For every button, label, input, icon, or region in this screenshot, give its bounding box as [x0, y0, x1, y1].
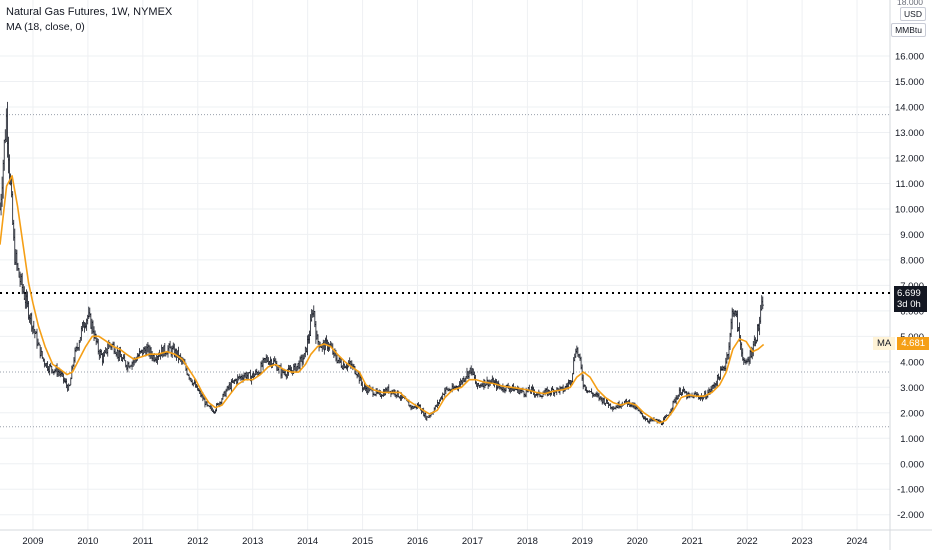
y-tick-label: -2.000 — [897, 510, 924, 521]
y-tick-label: 4.000 — [900, 357, 924, 368]
symbol-title[interactable]: Natural Gas Futures, 1W, NYMEX — [6, 6, 173, 18]
y-tick-label: 8.000 — [900, 255, 924, 266]
unit-button[interactable]: MMBtu — [891, 23, 926, 37]
y-tick-label: 13.000 — [895, 128, 924, 139]
y-tick-label: -1.000 — [897, 485, 924, 496]
y-tick-label: 15.000 — [895, 77, 924, 88]
y-tick-label: 1.000 — [900, 434, 924, 445]
y-tick-label: 10.000 — [895, 204, 924, 215]
x-tick-label: 2024 — [846, 536, 867, 547]
x-tick-label: 2016 — [407, 536, 428, 547]
last-price-value: 6.699 — [897, 288, 921, 300]
x-tick-label: 2017 — [462, 536, 483, 547]
bar-countdown: 3d 0h — [897, 299, 921, 311]
ma-badge: MA 4.681 — [873, 337, 930, 351]
x-tick-label: 2020 — [627, 536, 648, 547]
chart-legend: Natural Gas Futures, 1W, NYMEX MA (18, c… — [6, 5, 172, 35]
x-tick-label: 2018 — [517, 536, 538, 547]
x-tick-label: 2021 — [682, 536, 703, 547]
y-tick-label: 14.000 — [895, 103, 924, 114]
x-tick-label: 2022 — [737, 536, 758, 547]
x-tick-label: 2011 — [133, 536, 153, 547]
x-tick-label: 2014 — [297, 536, 318, 547]
y-tick-label: 5.000 — [900, 332, 924, 343]
ma-badge-value: 4.681 — [897, 337, 930, 351]
y-tick-label: 11.000 — [896, 179, 924, 190]
y-tick-label: 9.000 — [900, 230, 924, 241]
y-tick-label: 16.000 — [895, 52, 924, 63]
y-tick-label: 2.000 — [900, 408, 924, 419]
y-tick-label: 12.000 — [895, 153, 924, 164]
x-tick-label: 2023 — [792, 536, 813, 547]
x-tick-label: 2019 — [572, 536, 593, 547]
scale-label: 18.000 — [894, 0, 926, 8]
x-tick-label: 2009 — [22, 536, 43, 547]
y-tick-label: 3.000 — [900, 383, 924, 394]
currency-button[interactable]: USD — [900, 7, 926, 21]
ma-badge-label: MA — [873, 337, 896, 351]
last-price-badge: 6.699 3d 0h — [894, 286, 927, 313]
indicator-label[interactable]: MA (18, close, 0) — [6, 21, 85, 33]
x-tick-label: 2010 — [77, 536, 98, 547]
x-tick-label: 2013 — [242, 536, 263, 547]
x-tick-label: 2012 — [187, 536, 208, 547]
ma-line — [0, 175, 765, 424]
ohlc-bars — [0, 101, 764, 426]
y-tick-label: 0.000 — [900, 459, 924, 470]
x-tick-label: 2015 — [352, 536, 373, 547]
